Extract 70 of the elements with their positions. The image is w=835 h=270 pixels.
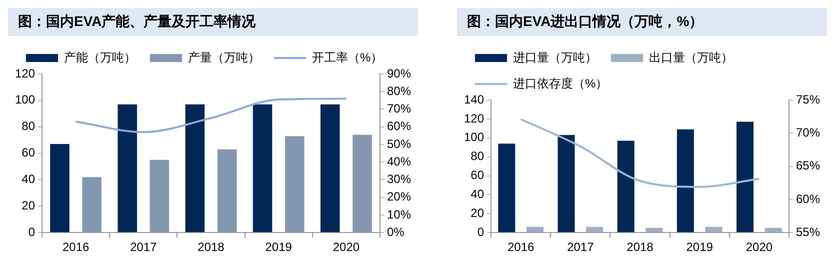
y2-tick-label: 50% — [386, 136, 412, 151]
legend-label: 进口依存度（%） — [513, 76, 608, 90]
x-tick-label: 2018 — [198, 240, 225, 254]
chart-title: 图：国内EVA产能、产量及开工率情况 — [8, 8, 418, 36]
y2-tick-label: 0% — [386, 224, 405, 239]
bar — [185, 104, 205, 232]
x-tick-label: 2017 — [130, 240, 158, 254]
y2-tick-label: 10% — [386, 207, 412, 222]
y-tick-label: 40 — [22, 172, 36, 186]
y-tick-label: 20 — [22, 198, 36, 212]
bar — [50, 144, 70, 232]
bar — [498, 144, 516, 232]
bar — [676, 129, 694, 232]
x-tick-label: 2020 — [746, 240, 773, 254]
y2-tick-label: 90% — [386, 66, 412, 80]
chart-title: 图：国内EVA进出口情况（万吨，%） — [457, 8, 827, 36]
y-tick-label: 100 — [14, 92, 36, 107]
y2-tick-label: 70% — [796, 125, 820, 140]
line-series — [520, 118, 760, 188]
y-tick-label: 80 — [470, 149, 484, 164]
y-tick-label: 20 — [470, 206, 484, 220]
y2-tick-label: 55% — [796, 224, 820, 239]
bar — [526, 226, 544, 232]
bar — [118, 104, 137, 232]
x-tick-label: 2020 — [332, 240, 360, 254]
y-tick-label: 60 — [470, 168, 484, 182]
y-tick-label: 60 — [22, 146, 36, 160]
y2-tick-label: 60% — [796, 192, 820, 206]
bar — [217, 149, 237, 232]
y2-tick-label: 20% — [386, 190, 412, 204]
x-tick-label: 2017 — [567, 240, 594, 254]
bar — [285, 136, 304, 232]
x-tick-label: 2018 — [626, 240, 654, 254]
y-tick-label: 0 — [28, 224, 36, 239]
y-tick-label: 40 — [470, 187, 484, 202]
x-tick-label: 2019 — [265, 240, 292, 254]
bar — [82, 177, 102, 232]
bar — [586, 226, 604, 232]
bar — [617, 140, 634, 232]
y-tick-label: 100 — [464, 130, 484, 144]
y2-tick-label: 75% — [796, 92, 820, 106]
y-tick-label: 140 — [464, 92, 484, 106]
bar — [705, 226, 722, 232]
bar — [736, 122, 754, 232]
legend-label: 产量（万吨） — [188, 50, 260, 64]
y2-tick-label: 65% — [796, 158, 820, 173]
legend-label: 产能（万吨） — [64, 50, 136, 64]
y2-tick-label: 30% — [386, 172, 412, 186]
x-tick-label: 2019 — [686, 240, 714, 254]
x-tick-label: 2016 — [507, 240, 534, 254]
bar — [150, 160, 170, 232]
bar — [352, 134, 372, 232]
legend-label: 出口量（万吨） — [649, 50, 733, 64]
y2-tick-label: 80% — [386, 84, 412, 98]
bar — [764, 228, 782, 232]
legend-label: 开工率（%） — [312, 50, 383, 64]
y2-tick-label: 60% — [386, 119, 412, 134]
legend-label: 进口量（万吨） — [513, 50, 597, 64]
y-tick-label: 120 — [14, 66, 36, 80]
bar — [252, 104, 272, 232]
y-tick-label: 120 — [464, 111, 484, 126]
bar — [646, 228, 663, 232]
bar — [558, 135, 575, 232]
x-tick-label: 2016 — [62, 240, 90, 254]
bar — [320, 104, 340, 232]
y-tick-label: 0 — [477, 224, 484, 239]
y-tick-label: 80 — [22, 119, 36, 134]
y2-tick-label: 40% — [386, 154, 412, 168]
line-series — [74, 98, 348, 134]
y2-tick-label: 70% — [386, 102, 412, 116]
